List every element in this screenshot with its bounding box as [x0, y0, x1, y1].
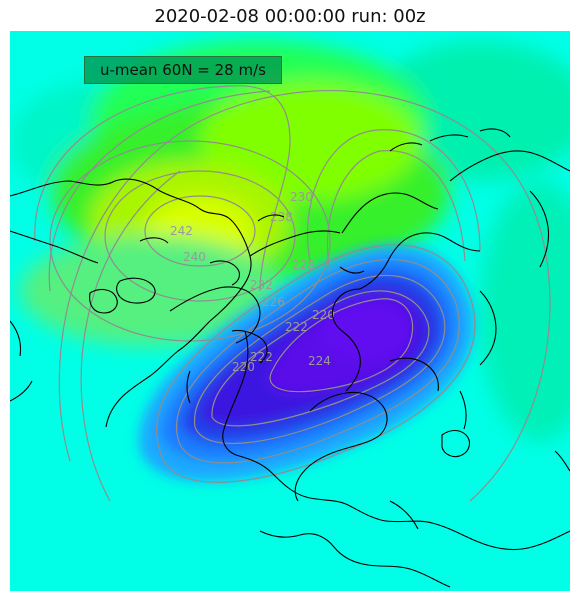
contour-labels: 242 240 232 228 226 222 220 222 224 220 …	[170, 190, 335, 374]
contour-label: 242	[170, 224, 193, 238]
contour-label: 220	[312, 308, 335, 322]
contour-label: 220	[232, 360, 255, 374]
u-mean-annotation-text: u-mean 60N = 28 m/s	[100, 61, 266, 79]
contour-label: 228	[292, 258, 315, 272]
contour-label: 230	[290, 190, 313, 204]
contour-label: 224	[308, 354, 331, 368]
polar-stereographic-map: 242 240 232 228 226 222 220 222 224 220 …	[10, 31, 570, 591]
map-title: 2020-02-08 00:00:00 run: 00z	[154, 6, 426, 27]
contour-label: 222	[285, 320, 308, 334]
contour-label: 232	[250, 278, 273, 292]
contour-label: 238	[270, 210, 293, 224]
geopotential-height-field	[10, 31, 570, 591]
contour-label: 240	[183, 250, 206, 264]
u-mean-annotation: u-mean 60N = 28 m/s	[84, 56, 282, 84]
coastlines	[10, 128, 570, 588]
contour-label: 226	[262, 295, 285, 309]
